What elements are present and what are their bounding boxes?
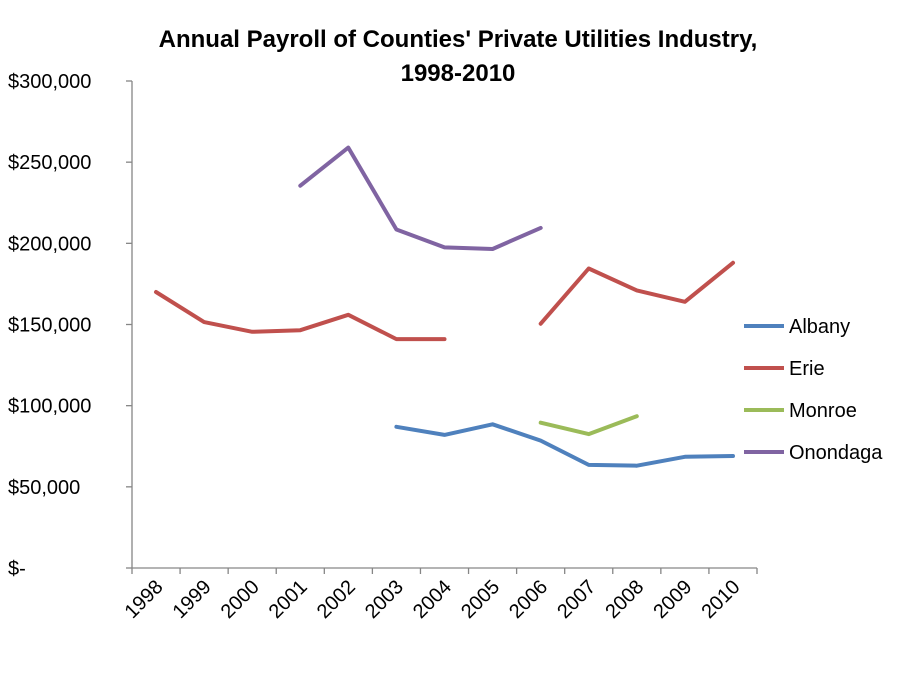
series-lines [154, 145, 735, 468]
x-tick-label: 2003 [361, 576, 408, 623]
series-line-erie [538, 260, 735, 326]
x-tick-label: 2004 [409, 576, 456, 623]
series-line-erie [154, 290, 447, 342]
x-tick-label: 2006 [505, 576, 552, 623]
y-tick-label: $100,000 [8, 396, 91, 418]
series-line-albany [394, 422, 735, 468]
y-tick-label: $250,000 [8, 152, 91, 174]
legend-label-albany: Albany [789, 316, 850, 338]
y-tick-label: $- [8, 558, 26, 580]
x-tick-label: 1998 [121, 576, 168, 623]
y-tick-label: $150,000 [8, 315, 91, 337]
x-axis-ticks: 1998 1999 2000 2001 2002 2003 2004 2005 2006 2007… [121, 568, 758, 623]
chart-title-line2: 1998-2010 [401, 60, 516, 87]
series-line-monroe [538, 414, 639, 437]
x-tick-label: 1999 [169, 576, 216, 623]
legend-label-monroe: Monroe [789, 400, 857, 422]
y-tick-label: $50,000 [8, 477, 80, 499]
y-tick-label: $300,000 [8, 71, 91, 93]
x-tick-label: 2008 [601, 576, 648, 623]
legend-label-erie: Erie [789, 358, 825, 380]
x-tick-label: 2009 [649, 576, 696, 623]
y-axis-ticks: $- $50,000 $100,000 $150,000 $200,000 $250,00… [8, 71, 132, 580]
y-tick-label: $200,000 [8, 233, 91, 255]
x-tick-label: 2002 [313, 576, 360, 623]
chart-title-line1: Annual Payroll of Counties' Private Util… [159, 26, 758, 53]
x-tick-label: 2007 [553, 576, 600, 623]
x-tick-label: 2005 [457, 576, 504, 623]
legend: Albany Erie Monroe Onondaga [744, 316, 883, 464]
series-line-onondaga [298, 145, 543, 251]
x-tick-label: 2001 [265, 576, 312, 623]
legend-label-onondaga: Onondaga [789, 442, 883, 464]
x-tick-label: 2000 [217, 576, 264, 623]
x-tick-label: 2010 [697, 576, 744, 623]
